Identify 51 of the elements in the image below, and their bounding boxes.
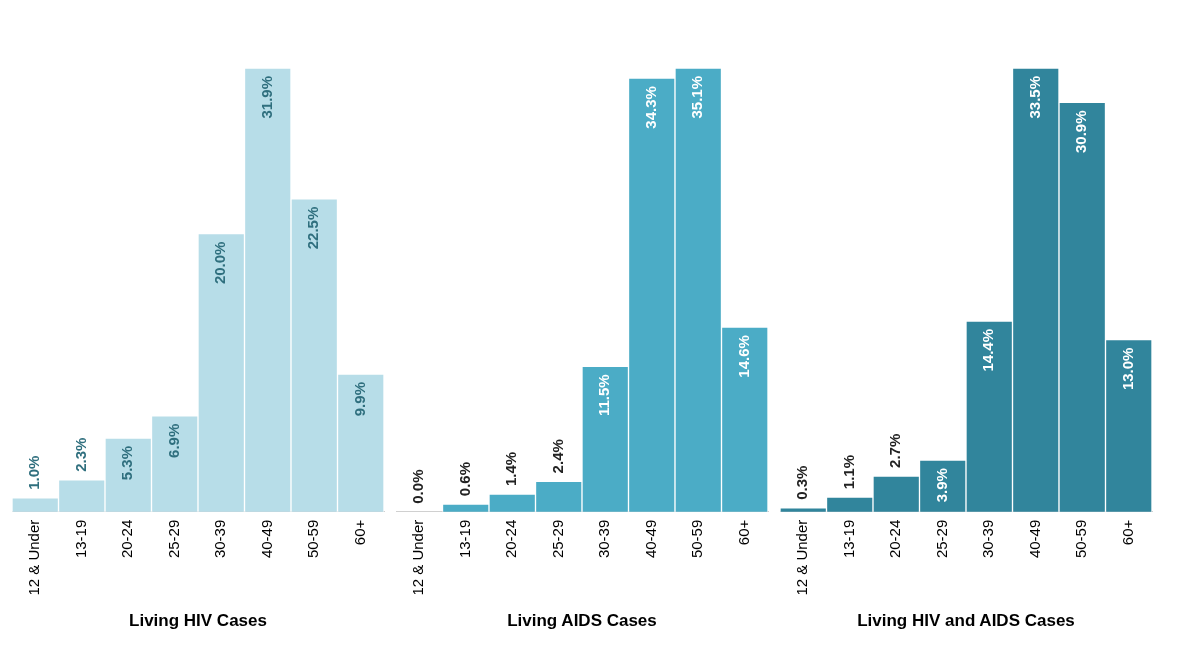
data-label: 11.5%: [595, 374, 613, 417]
data-label: 34.3%: [641, 86, 659, 129]
x-tick-label: 40-49: [257, 519, 275, 559]
data-label: 30.9%: [1072, 110, 1090, 153]
x-tick-label: 60+: [350, 519, 368, 546]
data-label: 22.5%: [304, 206, 322, 250]
x-tick-label: 40-49: [1025, 519, 1043, 559]
x-tick-label: 50-59: [688, 519, 706, 559]
x-tick-label: 60+: [1118, 519, 1136, 546]
data-label: 13.0%: [1118, 347, 1136, 391]
x-axis-title: Living HIV and AIDS Cases: [857, 611, 1075, 631]
data-label: 20.0%: [211, 241, 229, 285]
x-tick-label: 25-29: [932, 519, 950, 559]
data-label: 1.4%: [502, 451, 520, 487]
data-label: 3.9%: [932, 468, 950, 503]
data-label: 2.4%: [548, 439, 566, 474]
data-label: 6.9%: [164, 423, 182, 458]
x-tick-label: 12 & Under: [25, 519, 43, 596]
data-label: 1.0%: [25, 455, 43, 490]
data-label: 1.1%: [839, 454, 857, 490]
x-tick-label: 20-24: [502, 519, 520, 559]
x-tick-label: 13-19: [71, 519, 89, 559]
x-tick-label: 30-39: [595, 519, 613, 559]
data-label: 5.3%: [118, 446, 136, 481]
data-label: 0.6%: [455, 461, 473, 497]
data-label: 14.6%: [734, 335, 752, 378]
x-tick-label: 13-19: [455, 519, 473, 559]
data-label: 2.7%: [886, 433, 904, 468]
x-tick-label: 20-24: [118, 519, 136, 559]
data-label: 2.3%: [71, 437, 89, 472]
data-label: 31.9%: [257, 76, 275, 119]
x-tick-label: 12 & Under: [409, 519, 427, 596]
x-tick-label: 13-19: [839, 519, 857, 559]
data-label: 0.3%: [793, 465, 811, 500]
data-label: 0.0%: [409, 469, 427, 504]
x-tick-label: 60+: [734, 519, 752, 546]
x-axis-title: Living AIDS Cases: [507, 611, 657, 631]
x-tick-label: 40-49: [641, 519, 659, 559]
x-tick-label: 25-29: [548, 519, 566, 559]
x-tick-label: 30-39: [211, 519, 229, 559]
data-label: 14.4%: [979, 328, 997, 372]
x-tick-label: 20-24: [886, 519, 904, 559]
data-label: 33.5%: [1025, 76, 1043, 119]
x-tick-label: 30-39: [979, 519, 997, 559]
x-tick-label: 50-59: [304, 519, 322, 559]
data-label: 35.1%: [688, 76, 706, 119]
data-label: 9.9%: [350, 382, 368, 417]
x-axis-title: Living HIV Cases: [129, 611, 267, 631]
x-tick-label: 25-29: [164, 519, 182, 559]
x-tick-label: 12 & Under: [793, 519, 811, 596]
x-tick-label: 50-59: [1072, 519, 1090, 559]
